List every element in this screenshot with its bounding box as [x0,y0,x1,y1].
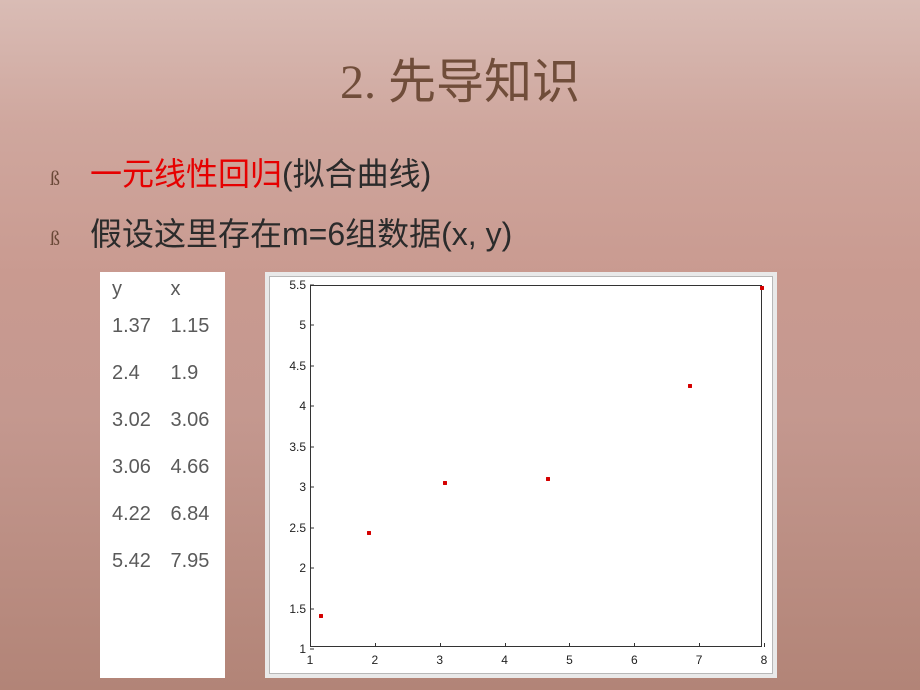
table-row: 4.22 6.84 [112,503,211,526]
y-tick-mark [310,406,314,407]
table-row: 3.02 3.06 [112,409,211,432]
data-point [319,614,323,618]
plot-area [310,285,762,647]
x-tick-label: 3 [436,653,443,667]
bullet-2: ß 假设这里存在m=6组数据(x, y) [50,210,880,258]
x-tick-label: 8 [761,653,768,667]
x-tick-mark [764,643,765,647]
y-tick-label: 2 [270,561,306,575]
x-tick-mark [634,643,635,647]
col-header-y: y [112,278,153,301]
data-row: y x 1.37 1.15 2.4 1.9 3.02 3.06 3.06 4.6… [100,272,880,678]
table-row: 2.4 1.9 [112,362,211,385]
x-tick-mark [569,643,570,647]
table-row: 5.42 7.95 [112,550,211,573]
y-tick-mark [310,365,314,366]
cell: 1.9 [171,362,212,385]
y-tick-label: 5 [270,318,306,332]
cell: 5.42 [112,550,153,573]
y-tick-label: 3 [270,480,306,494]
y-tick-mark [310,527,314,528]
y-tick-label: 5.5 [270,278,306,292]
y-tick-mark [310,325,314,326]
cell: 2.4 [112,362,153,385]
col-header-x: x [171,278,212,301]
cell: 6.84 [171,503,212,526]
content-area: ß 一元线性回归(拟合曲线) ß 假设这里存在m=6组数据(x, y) [50,150,880,270]
table-row: 1.37 1.15 [112,315,211,338]
y-tick-label: 1.5 [270,602,306,616]
y-tick-mark [310,487,314,488]
bullet-1-text: 一元线性回归(拟合曲线) [90,150,431,198]
bullet-marker-icon: ß [50,228,90,251]
x-tick-label: 7 [696,653,703,667]
x-tick-mark [505,643,506,647]
x-tick-mark [375,643,376,647]
slide-title: 2. 先导知识 [0,0,920,112]
x-tick-label: 5 [566,653,573,667]
bullet-1: ß 一元线性回归(拟合曲线) [50,150,880,198]
cell: 3.06 [112,456,153,479]
y-tick-mark [310,649,314,650]
y-tick-mark [310,446,314,447]
x-tick-label: 1 [307,653,314,667]
data-point [688,384,692,388]
cell: 3.06 [171,409,212,432]
x-tick-label: 2 [372,653,379,667]
data-point [760,286,764,290]
cell: 1.15 [171,315,212,338]
x-tick-mark [440,643,441,647]
table-header: y x [112,278,211,301]
cell: 4.22 [112,503,153,526]
bullet-1-rest: (拟合曲线) [282,156,431,192]
y-tick-mark [310,608,314,609]
bullet-1-red: 一元线性回归 [90,156,282,192]
x-tick-mark [310,643,311,647]
y-tick-label: 2.5 [270,521,306,535]
data-point [443,481,447,485]
data-point [367,531,371,535]
y-tick-label: 1 [270,642,306,656]
data-table: y x 1.37 1.15 2.4 1.9 3.02 3.06 3.06 4.6… [100,272,225,678]
y-tick-label: 4.5 [270,359,306,373]
bullet-marker-icon: ß [50,168,90,191]
y-tick-label: 4 [270,399,306,413]
scatter-chart: 1 1.5 2 2.5 3 3.5 4 4.5 5 5.5 1 2 3 4 5 6 7 8 [269,276,773,674]
y-tick-mark [310,285,314,286]
x-tick-label: 4 [501,653,508,667]
y-tick-mark [310,568,314,569]
table-row: 3.06 4.66 [112,456,211,479]
x-tick-mark [699,643,700,647]
cell: 1.37 [112,315,153,338]
data-point [546,477,550,481]
cell: 7.95 [171,550,212,573]
cell: 3.02 [112,409,153,432]
x-tick-label: 6 [631,653,638,667]
slide: 2. 先导知识 ß 一元线性回归(拟合曲线) ß 假设这里存在m=6组数据(x,… [0,0,920,690]
chart-container: 1 1.5 2 2.5 3 3.5 4 4.5 5 5.5 1 2 3 4 5 6 7 8 [265,272,777,678]
bullet-2-text: 假设这里存在m=6组数据(x, y) [90,210,512,258]
cell: 4.66 [171,456,212,479]
y-tick-label: 3.5 [270,440,306,454]
